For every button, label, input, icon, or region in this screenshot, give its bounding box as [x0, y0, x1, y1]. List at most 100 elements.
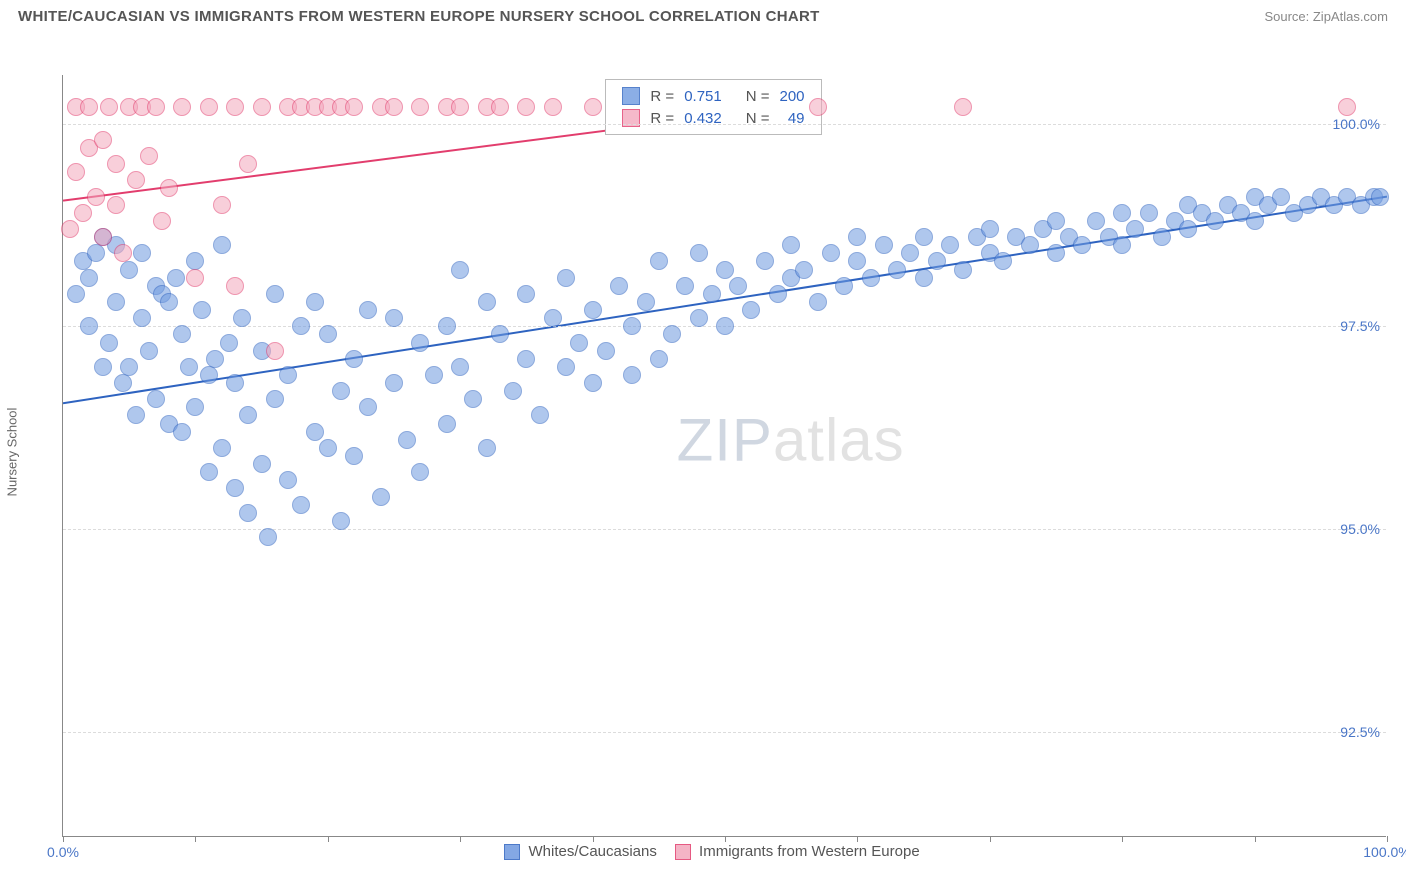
data-point-blue: [464, 390, 482, 408]
data-point-pink: [451, 98, 469, 116]
data-point-blue: [173, 423, 191, 441]
data-point-blue: [557, 358, 575, 376]
x-tick: [195, 836, 196, 842]
data-point-blue: [690, 244, 708, 262]
data-point-blue: [623, 366, 641, 384]
x-tick: [63, 836, 64, 842]
x-tick: [725, 836, 726, 842]
data-point-blue: [127, 406, 145, 424]
data-point-blue: [835, 277, 853, 295]
y-tick-label: 97.5%: [1340, 318, 1380, 334]
data-point-blue: [994, 252, 1012, 270]
data-point-blue: [292, 317, 310, 335]
data-point-blue: [438, 317, 456, 335]
data-point-blue: [120, 261, 138, 279]
data-point-blue: [332, 512, 350, 530]
data-point-pink: [226, 277, 244, 295]
data-point-blue: [650, 350, 668, 368]
data-point-blue: [875, 236, 893, 254]
legend-n-label: N =: [742, 86, 774, 106]
data-point-blue: [650, 252, 668, 270]
data-point-blue: [716, 317, 734, 335]
chart-area: Nursery School ZIPatlas R =0.751N =200R …: [18, 29, 1388, 875]
data-point-blue: [848, 228, 866, 246]
data-point-blue: [253, 455, 271, 473]
data-point-blue: [193, 301, 211, 319]
data-point-blue: [809, 293, 827, 311]
data-point-blue: [1126, 220, 1144, 238]
data-point-pink: [67, 163, 85, 181]
x-tick: [1122, 836, 1123, 842]
watermark-atlas: atlas: [773, 407, 905, 474]
data-point-blue: [729, 277, 747, 295]
data-point-blue: [173, 325, 191, 343]
data-point-blue: [584, 374, 602, 392]
data-point-blue: [1140, 204, 1158, 222]
data-point-blue: [703, 285, 721, 303]
legend-swatch-blue: [622, 87, 640, 105]
source-prefix: Source:: [1264, 9, 1312, 24]
source-link[interactable]: ZipAtlas.com: [1313, 9, 1388, 24]
data-point-pink: [140, 147, 158, 165]
data-point-blue: [279, 471, 297, 489]
data-point-blue: [928, 252, 946, 270]
data-point-blue: [266, 285, 284, 303]
data-point-blue: [1021, 236, 1039, 254]
data-point-pink: [74, 204, 92, 222]
data-point-blue: [220, 334, 238, 352]
gridline: [63, 124, 1386, 125]
data-point-blue: [1246, 212, 1264, 230]
legend-bottom-swatch-pink: [675, 844, 691, 860]
data-point-blue: [200, 463, 218, 481]
data-point-blue: [544, 309, 562, 327]
x-tick: [857, 836, 858, 842]
y-tick-label: 100.0%: [1333, 116, 1380, 132]
data-point-blue: [663, 325, 681, 343]
data-point-pink: [107, 196, 125, 214]
legend-r-value-pink: 0.432: [680, 108, 726, 128]
legend-bottom-label-blue: Whites/Caucasians: [524, 843, 657, 860]
data-point-blue: [623, 317, 641, 335]
data-point-blue: [411, 334, 429, 352]
data-point-blue: [306, 293, 324, 311]
data-point-blue: [915, 228, 933, 246]
data-point-blue: [941, 236, 959, 254]
data-point-blue: [1272, 188, 1290, 206]
data-point-pink: [100, 98, 118, 116]
data-point-pink: [1338, 98, 1356, 116]
data-point-pink: [809, 98, 827, 116]
data-point-pink: [239, 155, 257, 173]
data-point-blue: [226, 479, 244, 497]
data-point-pink: [107, 155, 125, 173]
gridline: [63, 732, 1386, 733]
data-point-blue: [901, 244, 919, 262]
data-point-blue: [107, 293, 125, 311]
x-tick: [593, 836, 594, 842]
data-point-blue: [160, 293, 178, 311]
data-point-blue: [848, 252, 866, 270]
data-point-blue: [1113, 204, 1131, 222]
data-point-pink: [544, 98, 562, 116]
data-point-blue: [213, 439, 231, 457]
data-point-blue: [80, 317, 98, 335]
y-axis-label: Nursery School: [5, 408, 20, 497]
data-point-pink: [114, 244, 132, 262]
data-point-blue: [345, 447, 363, 465]
data-point-pink: [61, 220, 79, 238]
data-point-blue: [239, 406, 257, 424]
y-tick-label: 95.0%: [1340, 521, 1380, 537]
legend-r-value-blue: 0.751: [680, 86, 726, 106]
chart-title: WHITE/CAUCASIAN VS IMMIGRANTS FROM WESTE…: [18, 8, 820, 25]
data-point-blue: [87, 244, 105, 262]
data-point-pink: [94, 131, 112, 149]
data-point-blue: [140, 342, 158, 360]
data-point-blue: [782, 236, 800, 254]
data-point-blue: [133, 309, 151, 327]
data-point-pink: [94, 228, 112, 246]
data-point-pink: [213, 196, 231, 214]
watermark: ZIPatlas: [677, 406, 905, 475]
legend-row-pink: R =0.432N =49: [618, 108, 808, 128]
data-point-blue: [120, 358, 138, 376]
data-point-pink: [584, 98, 602, 116]
data-point-blue: [226, 374, 244, 392]
